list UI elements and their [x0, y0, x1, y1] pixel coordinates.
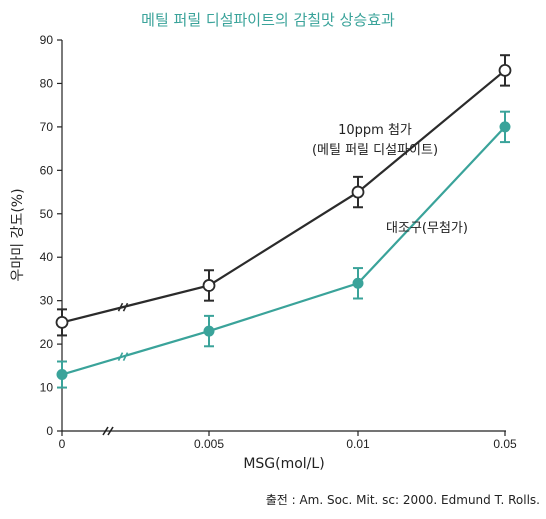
y-tick-label: 20: [40, 337, 54, 351]
x-tick-label: 0.005: [194, 437, 224, 451]
y-tick-label: 50: [40, 207, 54, 221]
data-point: [352, 277, 364, 289]
x-tick-label: 0: [59, 437, 66, 451]
data-point: [203, 325, 215, 337]
data-point: [56, 369, 68, 381]
y-tick-label: 90: [40, 33, 54, 47]
series-break-mark: [117, 352, 124, 361]
y-tick-label: 60: [40, 163, 54, 177]
series-break-mark: [122, 302, 129, 312]
y-axis-label: 우마미 강도(%): [10, 188, 26, 281]
series-break-mark: [117, 302, 124, 312]
x-tick-label: 0.05: [493, 437, 517, 451]
y-tick-label: 40: [40, 250, 54, 264]
series-line: [61, 69, 506, 324]
series-1: [56, 110, 511, 389]
axis-break-mark: [107, 426, 114, 436]
y-tick-label: 70: [40, 120, 54, 134]
data-point: [351, 185, 365, 199]
data-point: [498, 64, 512, 77]
chart-title: 메틸 퍼릴 디설파이트의 감칠맛 상승효과: [141, 11, 395, 29]
data-point: [55, 315, 69, 329]
axis-break-mark: [102, 426, 109, 436]
series-label: 10ppm 첨가: [338, 123, 412, 138]
y-tick-label: 30: [40, 294, 54, 308]
y-tick-label: 10: [40, 381, 54, 395]
series-label: 대조구(무첨가): [386, 221, 468, 236]
series-line: [61, 126, 506, 376]
x-tick-label: 0.01: [346, 437, 370, 451]
x-axis-label: MSG(mol/L): [243, 456, 324, 472]
x-axis: 0 0.005 0.01 0.05: [59, 426, 517, 451]
data-point: [499, 121, 511, 133]
series-label: (메틸 퍼릴 디설파이트): [312, 143, 438, 158]
y-tick-label: 80: [40, 76, 54, 90]
data-point: [202, 279, 216, 292]
source-note: 출전 : Am. Soc. Mit. sc: 2000. Edmund T. R…: [266, 493, 540, 507]
series-break-mark: [122, 352, 129, 361]
y-tick-label: 0: [46, 424, 53, 438]
series-0: [55, 54, 512, 337]
